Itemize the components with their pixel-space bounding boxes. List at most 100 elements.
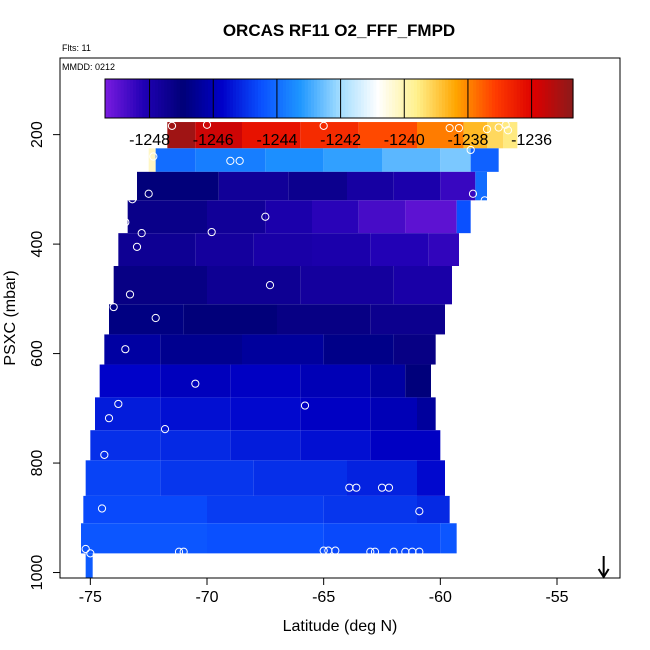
heatmap-cell-0-7	[487, 122, 504, 149]
colorbar-swatch	[173, 79, 178, 118]
y-tick-label: 800	[29, 450, 46, 477]
heatmap-cell-11-2	[253, 460, 347, 496]
colorbar-swatch	[282, 79, 287, 118]
colorbar-swatch	[454, 79, 459, 118]
colorbar-swatch	[363, 79, 368, 118]
sample-point	[482, 125, 492, 134]
colorbar-swatch	[201, 79, 206, 118]
sample-point	[352, 483, 361, 492]
heatmap-cell-0-2	[242, 122, 301, 149]
colorbar-swatch	[198, 79, 203, 118]
colorbar-swatch	[516, 79, 521, 118]
colorbar-swatch	[413, 79, 418, 118]
sample-point	[207, 227, 216, 237]
colorbar-swatch	[108, 79, 112, 118]
sample-point	[265, 281, 275, 290]
heatmap-cell-12-0	[83, 495, 207, 524]
heatmap-cell-9-4	[370, 397, 417, 431]
heatmap-cell-12-3	[417, 495, 450, 524]
heatmap-cell-2-6	[475, 171, 487, 201]
colorbar-tick-label: -1248	[129, 132, 170, 149]
sample-point	[415, 507, 424, 516]
colorbar-tick-label: -1244	[256, 132, 297, 149]
heatmap-cell-3-2	[265, 200, 312, 234]
x-axis: -75 -70 -65 -60 -55	[79, 578, 569, 606]
colorbar-swatch	[264, 79, 268, 118]
colorbar-swatch	[495, 79, 499, 118]
sample-point	[137, 229, 146, 238]
colorbar-swatch	[310, 79, 315, 118]
sample-point	[86, 549, 95, 558]
colorbar-swatch	[142, 79, 147, 118]
sample-point	[319, 121, 328, 130]
heatmap-cell-3-1	[207, 200, 266, 234]
y-tick-label: 200	[29, 121, 46, 148]
colorbar-swatch	[239, 79, 243, 118]
colorbar-swatch	[151, 79, 156, 118]
sample-point	[151, 313, 160, 323]
colorbar-swatch	[370, 79, 374, 118]
colorbar-swatch	[207, 79, 212, 118]
heatmap-cell-4-0	[118, 233, 196, 266]
y-axis-label: PSXC (mbar)	[2, 270, 19, 365]
colorbar-swatch	[195, 79, 200, 118]
colorbar-swatch	[236, 79, 240, 118]
heatmap-cell-9-0	[95, 397, 161, 431]
heatmap-cell-1-7	[470, 148, 499, 172]
colorbar-swatch	[507, 79, 512, 118]
heatmap-cell-11-4	[417, 460, 445, 496]
colorbar-swatch	[432, 79, 437, 118]
colorbar-swatch	[270, 79, 275, 118]
colorbar-swatch	[317, 79, 321, 118]
x-tick-label: -60	[429, 589, 452, 606]
sample-point	[104, 414, 114, 423]
colorbar-swatch	[314, 79, 318, 118]
colorbar-swatch	[120, 79, 125, 118]
heatmap-cell-8-3	[300, 364, 371, 398]
points-layer	[81, 120, 513, 558]
sample-point	[121, 345, 130, 354]
colorbar-swatch	[204, 79, 209, 118]
colorbar-swatch	[535, 79, 540, 118]
flights-label: Flts: 11	[62, 43, 91, 53]
sample-point	[226, 156, 235, 166]
colorbar-swatch	[186, 79, 190, 118]
heatmap-cell-0-0	[167, 122, 196, 149]
sample-point	[331, 546, 340, 555]
colorbar-swatch	[526, 79, 530, 118]
heatmap-cell-1-4	[323, 148, 382, 172]
sample-point	[389, 547, 398, 556]
colorbar-swatch	[226, 79, 231, 118]
plot-frame	[59, 57, 621, 579]
heatmap-cell-5-0	[113, 266, 207, 305]
colorbar-swatch	[379, 79, 384, 118]
heatmap-cell-2-0	[137, 171, 219, 201]
heatmap-cell-0-3	[300, 122, 359, 149]
colorbar-swatch	[242, 79, 246, 118]
heatmap-cell-1-3	[265, 148, 324, 172]
colorbar-swatch	[170, 79, 175, 118]
colorbar-swatch	[473, 79, 477, 118]
colorbar-swatch	[161, 79, 165, 118]
heatmap-cell-5-2	[300, 266, 394, 305]
colorbar-swatch	[301, 79, 306, 118]
heatmap-cell-6-1	[183, 304, 277, 335]
colorbar-swatch	[261, 79, 265, 118]
colorbar-swatch	[510, 79, 515, 118]
colorbar-swatch	[117, 79, 122, 118]
heatmap-cell-13-0	[81, 523, 207, 554]
sample-point	[125, 290, 135, 299]
heatmap-cell-5-1	[207, 266, 301, 305]
colorbar-swatch	[541, 79, 546, 118]
colorbar-swatch	[417, 79, 421, 118]
heatmap-cell-9-5	[417, 397, 436, 431]
heatmap-cell-6-2	[277, 304, 371, 335]
colorbar-swatch	[323, 79, 328, 118]
colorbar-swatch	[451, 79, 456, 118]
colorbar-swatch	[329, 79, 334, 118]
colorbar-swatch	[145, 79, 150, 118]
colorbar-tick-label: -1240	[384, 132, 425, 149]
sample-point	[202, 120, 212, 129]
sample-point	[235, 156, 244, 166]
sample-point	[121, 218, 130, 227]
